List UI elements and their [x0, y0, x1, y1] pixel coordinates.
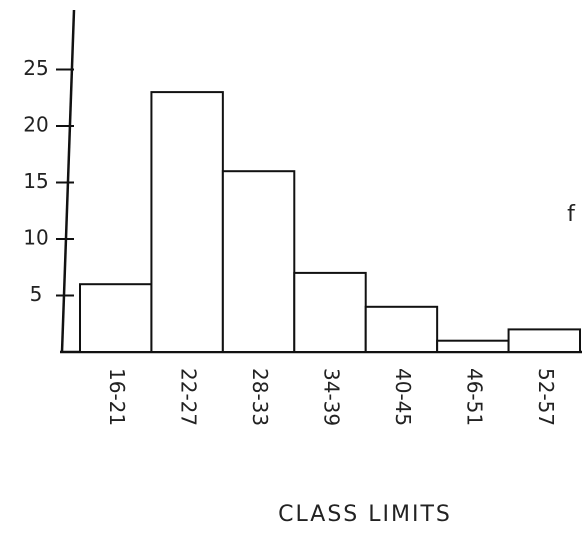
x-tick-label: 16-21: [105, 368, 129, 426]
bar: [294, 273, 365, 352]
bar: [223, 171, 294, 352]
x-tick-label: 22-27: [177, 368, 201, 426]
x-tick-label: 40-45: [391, 368, 415, 426]
bar: [366, 307, 437, 352]
y-tick-label: 5: [30, 282, 43, 306]
y-tick-label: 25: [23, 56, 48, 80]
x-tick-label: 52-57: [534, 368, 558, 426]
bar: [509, 329, 580, 352]
chart: CLASS LIMITS f 5 10 15 20 25 16-21 22-27 28-33 3…: [0, 0, 587, 537]
x-tick-label: 34-39: [320, 368, 344, 426]
bar: [437, 341, 508, 352]
x-tick-label: 46-51: [462, 368, 486, 426]
y-tick-label: 10: [23, 226, 48, 250]
bar: [80, 284, 151, 352]
bar: [151, 92, 222, 352]
y-axis: [62, 10, 74, 352]
y-tick-label: 20: [23, 113, 48, 137]
y-axis-label: f: [567, 202, 577, 227]
x-axis-label: CLASS LIMITS: [278, 502, 452, 527]
y-tick-label: 15: [23, 169, 48, 193]
x-tick-label: 28-33: [248, 368, 272, 426]
